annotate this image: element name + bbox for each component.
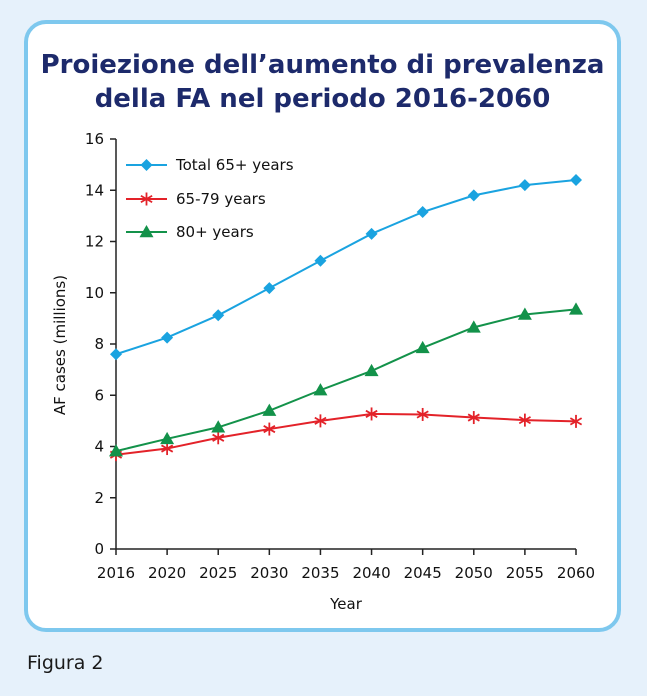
data-point xyxy=(313,383,328,396)
data-point xyxy=(110,348,122,361)
figure-caption: Figura 2 xyxy=(27,652,104,674)
legend-label: 80+ years xyxy=(176,223,254,241)
chart-title-line-1: Proiezione dell’aumento di prevalenza xyxy=(40,50,605,80)
data-point xyxy=(161,331,174,344)
series-2 xyxy=(109,302,583,457)
data-point xyxy=(160,431,175,445)
series-line xyxy=(115,412,577,456)
y-tick-label: 8 xyxy=(94,335,104,353)
x-tick-label: 2040 xyxy=(352,564,390,582)
x-tick-label: 2050 xyxy=(455,564,493,582)
y-tick-label: 4 xyxy=(94,438,104,456)
data-point xyxy=(365,407,378,421)
legend-label: Total 65+ years xyxy=(175,156,294,174)
legend-item: 65-79 years xyxy=(126,190,266,208)
legend-marker xyxy=(140,192,153,206)
data-point xyxy=(416,206,429,219)
data-point xyxy=(262,403,277,416)
series-line xyxy=(115,179,577,356)
data-point xyxy=(467,411,480,425)
y-tick-label: 12 xyxy=(85,233,104,251)
legend-item: Total 65+ years xyxy=(126,156,294,174)
data-point xyxy=(314,414,327,428)
y-tick-label: 10 xyxy=(85,284,104,302)
data-point xyxy=(212,431,225,445)
data-point xyxy=(466,320,481,333)
y-tick-label: 16 xyxy=(85,130,104,148)
data-point xyxy=(518,413,531,427)
chart-series xyxy=(109,174,583,462)
y-tick-label: 0 xyxy=(94,540,104,558)
x-tick-label: 2045 xyxy=(404,564,442,582)
y-axis-ticks: 0 2 4 6 8 10 12 14 16 xyxy=(85,130,116,558)
data-point xyxy=(364,363,379,377)
data-point xyxy=(570,174,582,186)
series-0 xyxy=(110,174,582,361)
x-tick-label: 2025 xyxy=(199,564,237,582)
data-point xyxy=(365,227,378,240)
data-point xyxy=(109,444,123,457)
series-1 xyxy=(109,407,583,462)
data-point xyxy=(569,302,583,315)
data-point xyxy=(416,407,429,421)
data-point xyxy=(263,422,276,436)
x-tick-label: 2020 xyxy=(148,564,186,582)
data-point xyxy=(415,340,430,354)
chart-title-line-2: della FA nel periodo 2016-2060 xyxy=(94,84,551,114)
y-tick-label: 14 xyxy=(85,181,104,199)
data-point xyxy=(212,309,225,322)
legend-marker xyxy=(140,159,153,171)
data-point xyxy=(211,420,226,433)
x-tick-label: 2016 xyxy=(97,564,135,582)
data-point xyxy=(518,179,531,192)
x-tick-label: 2060 xyxy=(557,564,595,582)
x-axis-ticks: 2016 2020 2025 2030 2035 2040 2045 2050 2055 2060 xyxy=(97,549,595,582)
data-point xyxy=(161,442,174,456)
x-axis-title: Year xyxy=(329,595,363,613)
x-tick-label: 2035 xyxy=(301,564,339,582)
legend-marker xyxy=(139,225,154,238)
data-point xyxy=(263,282,276,295)
x-tick-label: 2055 xyxy=(506,564,544,582)
data-point xyxy=(467,189,480,202)
figure-card: Proiezione dell’aumento di prevalenza de… xyxy=(24,20,621,632)
chart-legend: Total 65+ years 65-79 years 80+ years xyxy=(126,156,294,241)
data-point xyxy=(569,414,583,428)
data-point xyxy=(314,254,327,267)
series-line xyxy=(115,308,577,453)
y-axis-title: AF cases (millions) xyxy=(51,275,69,415)
chart-title: Proiezione dell’aumento di prevalenza de… xyxy=(28,48,617,116)
y-tick-label: 6 xyxy=(94,386,104,404)
x-tick-label: 2030 xyxy=(250,564,288,582)
y-tick-label: 2 xyxy=(94,489,104,507)
legend-item: 80+ years xyxy=(126,223,254,241)
data-point xyxy=(517,307,532,320)
legend-label: 65-79 years xyxy=(176,190,266,208)
